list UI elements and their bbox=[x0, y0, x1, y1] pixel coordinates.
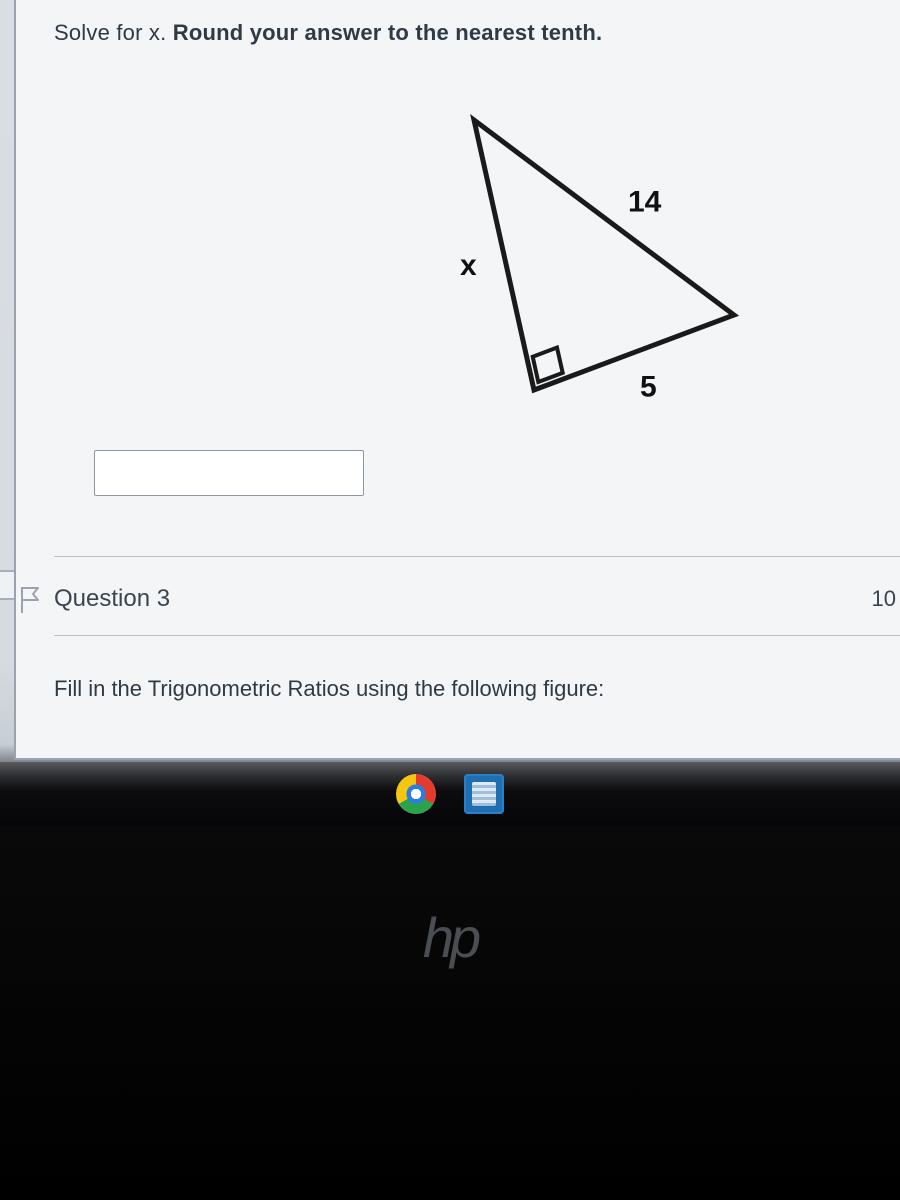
instruction-bold: Round your answer to the nearest tenth. bbox=[173, 20, 603, 45]
question-3-points: 10 bbox=[872, 586, 896, 612]
label-x: x bbox=[460, 249, 477, 282]
label-hypotenuse: 14 bbox=[628, 186, 662, 219]
flag-icon[interactable] bbox=[18, 585, 44, 615]
question-3: Question 3 10 Fill in the Trigonometric … bbox=[54, 556, 900, 702]
triangle-svg: 14 5 x bbox=[354, 100, 774, 420]
answer-input[interactable] bbox=[94, 450, 364, 496]
question-2: Solve for x. Round your answer to the ne… bbox=[54, 20, 890, 500]
instruction-text: Solve for x. bbox=[54, 20, 173, 45]
triangle-shape bbox=[474, 120, 734, 390]
hp-logo: hp bbox=[0, 905, 900, 970]
chrome-icon[interactable] bbox=[396, 774, 436, 814]
label-base: 5 bbox=[640, 371, 657, 404]
triangle-diagram: 14 5 x bbox=[354, 100, 774, 420]
screen: Solve for x. Round your answer to the ne… bbox=[0, 0, 900, 1200]
question-instruction: Solve for x. Round your answer to the ne… bbox=[54, 20, 890, 46]
wordpad-icon[interactable] bbox=[464, 774, 504, 814]
question-3-title: Question 3 bbox=[54, 585, 170, 613]
right-angle-marker bbox=[533, 348, 563, 383]
quiz-panel: Solve for x. Round your answer to the ne… bbox=[14, 0, 900, 760]
question-3-body: Fill in the Trigonometric Ratios using t… bbox=[54, 636, 900, 702]
taskbar bbox=[0, 762, 900, 826]
question-3-header: Question 3 10 bbox=[54, 585, 900, 636]
